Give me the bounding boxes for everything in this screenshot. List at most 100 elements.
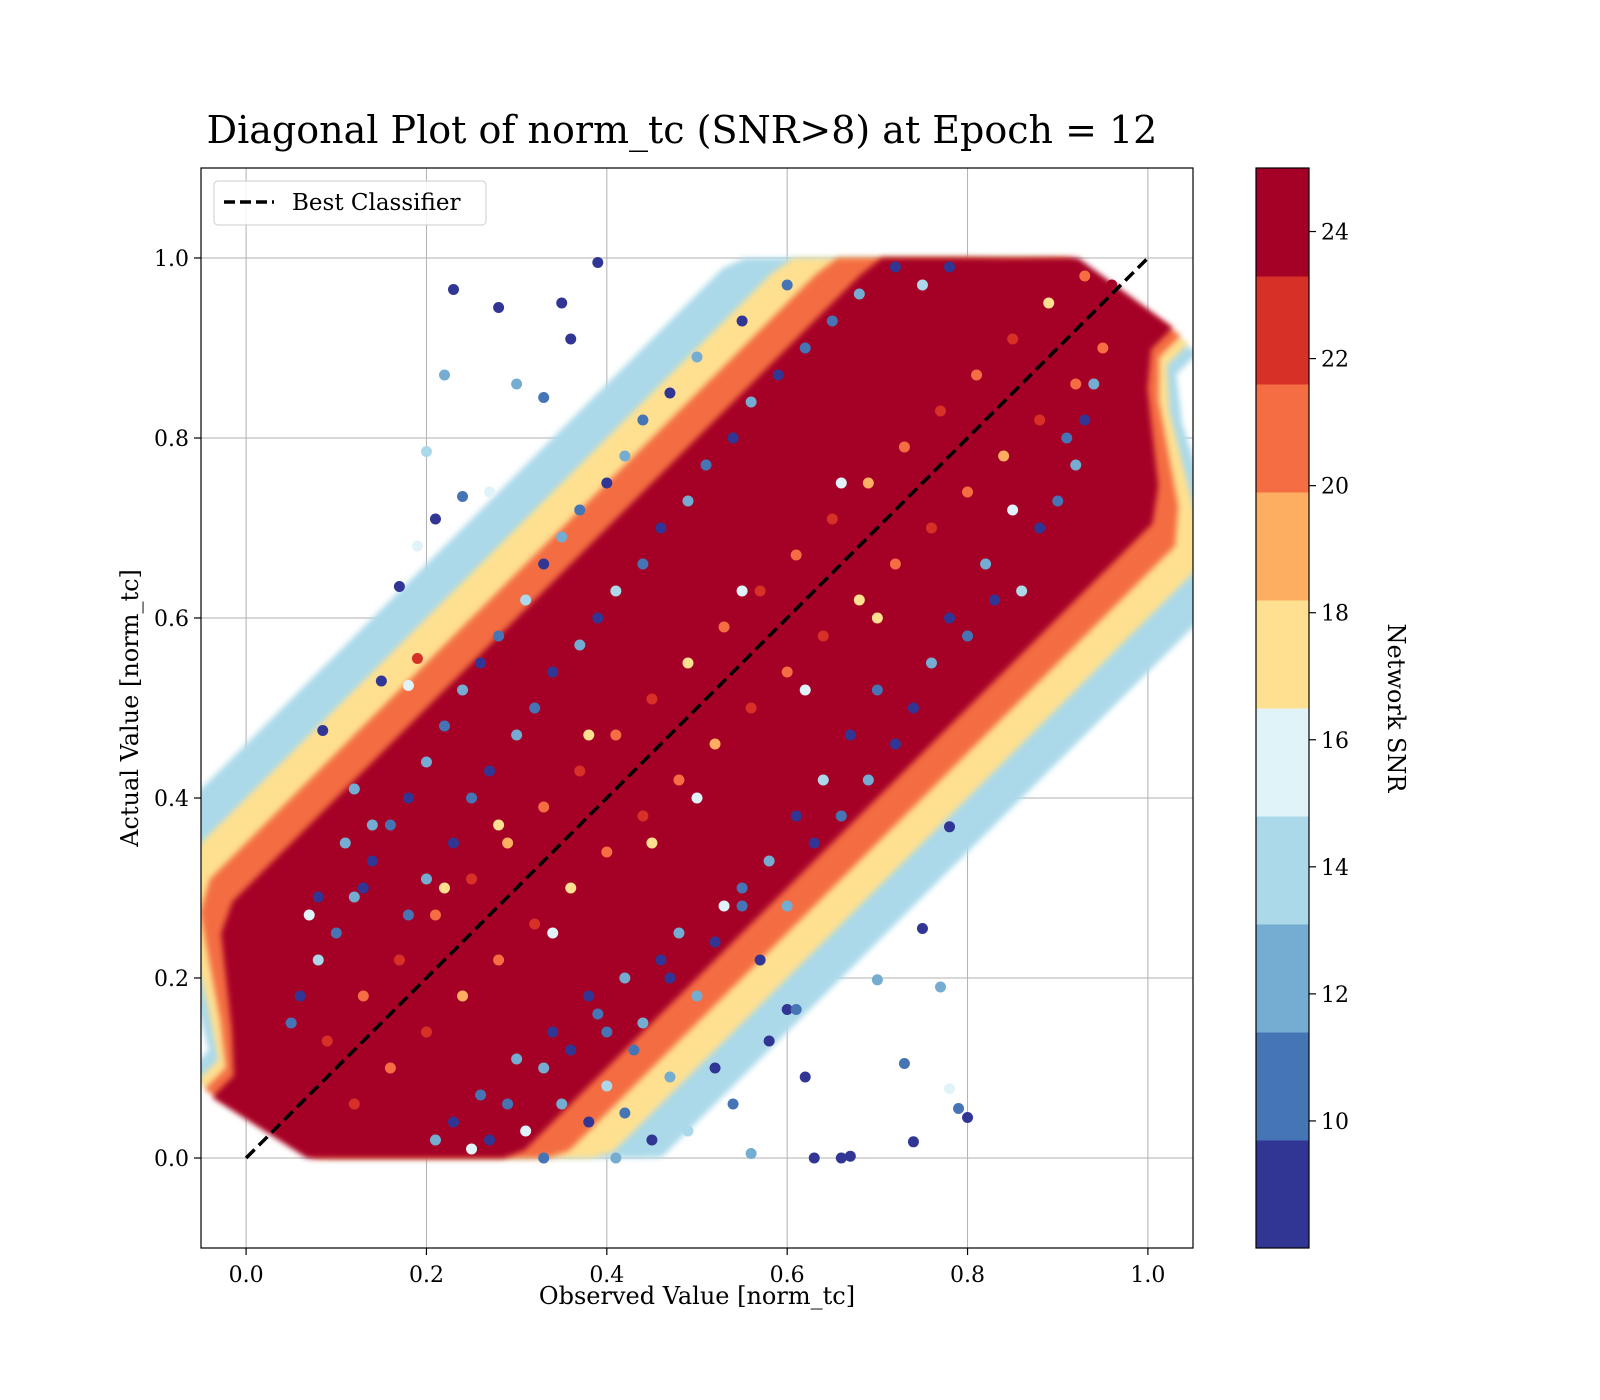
scatter-point [502, 837, 514, 849]
dense-point-cloud [201, 258, 1193, 1158]
scatter-point [574, 639, 586, 651]
scatter-point [790, 549, 802, 561]
scatter-point [348, 1098, 360, 1110]
scatter-point [853, 288, 865, 300]
scatter-point [998, 387, 1010, 399]
colorbar-tick-label: 24 [1321, 221, 1349, 246]
scatter-point [375, 675, 387, 687]
scatter-point [384, 819, 396, 831]
scatter-point [637, 558, 649, 570]
colorbar-tick-label: 18 [1321, 602, 1349, 627]
scatter-point [366, 819, 378, 831]
scatter-point [808, 837, 820, 849]
scatter-point [1079, 270, 1091, 282]
scatter-point [655, 522, 667, 534]
y-tick-label: 0.8 [154, 427, 189, 452]
scatter-point [953, 1103, 965, 1114]
colorbar-segment [1256, 708, 1309, 817]
scatter-point [925, 459, 937, 471]
legend-label-best-classifier: Best Classifier [292, 190, 460, 216]
scatter-point [962, 423, 974, 435]
scatter-point [916, 279, 928, 291]
scatter-point [907, 1136, 919, 1148]
colorbar-tick-label: 22 [1321, 348, 1349, 373]
scatter-point [673, 927, 685, 939]
scatter-point [312, 891, 324, 903]
scatter-point [916, 923, 928, 934]
scatter-point [853, 594, 865, 606]
scatter-point [538, 558, 550, 570]
scatter-point [637, 1017, 649, 1029]
scatter-point [925, 657, 937, 669]
scatter-point [610, 1152, 622, 1164]
scatter-point [781, 279, 793, 291]
scatter-point [438, 369, 450, 381]
scatter-point [529, 702, 541, 714]
scatter-point [610, 585, 622, 597]
scatter-point [303, 909, 315, 921]
scatter-point [448, 837, 460, 849]
legend: Best Classifier [213, 180, 487, 226]
scatter-point [763, 855, 775, 867]
scatter-point [745, 702, 757, 714]
scatter-point [944, 1083, 956, 1095]
scatter-point [871, 684, 883, 696]
scatter-point [330, 927, 342, 939]
scatter-point [556, 1098, 568, 1110]
scatter-point [844, 729, 856, 741]
scatter-point [1052, 495, 1064, 507]
scatter-point [1070, 459, 1082, 471]
scatter-point [547, 1026, 559, 1038]
scatter-point [411, 653, 423, 664]
scatter-point [357, 882, 369, 894]
colorbar-tick-label: 14 [1321, 856, 1349, 881]
scatter-point [673, 774, 685, 786]
scatter-point [312, 1062, 324, 1074]
scatter-point [727, 432, 739, 444]
scatter-point [989, 594, 1001, 606]
colorbar-label: Network SNR [1382, 624, 1410, 794]
scatter-point [448, 1116, 460, 1128]
best-classifier-line [244, 256, 1150, 1160]
scatter-point [448, 284, 460, 295]
colorbar-tick-label: 10 [1321, 1110, 1349, 1135]
scatter-point [835, 810, 847, 822]
scatter-point [592, 257, 604, 268]
scatter-point [466, 1143, 478, 1155]
scatter-point [493, 954, 505, 966]
core-band-max-snr [212, 258, 1173, 1158]
scatter-point [601, 846, 613, 858]
colorbar-segment [1256, 276, 1309, 385]
scatter-point [520, 1125, 532, 1137]
scatter-point [457, 990, 469, 1002]
scatter-point [565, 333, 577, 345]
scatter-point [646, 693, 658, 705]
scatter-point [484, 1134, 496, 1146]
scatter-point [763, 1035, 775, 1047]
scatter-point [1034, 414, 1046, 426]
colorbar-segment [1256, 816, 1309, 925]
scatter-point [971, 369, 983, 381]
scatter-point [493, 630, 505, 642]
scatter-point [718, 900, 730, 912]
scatter-point [1043, 297, 1055, 309]
scatter-point [493, 302, 505, 313]
scatter-point [312, 954, 324, 966]
scatter-point [980, 558, 992, 570]
scatter-point [402, 909, 414, 921]
legend-box [213, 180, 487, 226]
scatter-point [565, 1044, 577, 1056]
scatter-point [429, 513, 441, 525]
scatter-point [457, 491, 469, 502]
scatter-point [962, 486, 974, 498]
y-tick-label: 0.4 [154, 787, 189, 812]
scatter-point [691, 792, 703, 804]
scatter-point [1088, 378, 1100, 390]
scatter-point [411, 540, 423, 552]
scatter-point [889, 261, 901, 273]
scatter-point [709, 675, 721, 687]
x-tick-label: 0.4 [589, 1263, 624, 1288]
scatter-point [466, 792, 478, 804]
y-axis-label: Actual Value [norm_tc] [116, 569, 144, 848]
